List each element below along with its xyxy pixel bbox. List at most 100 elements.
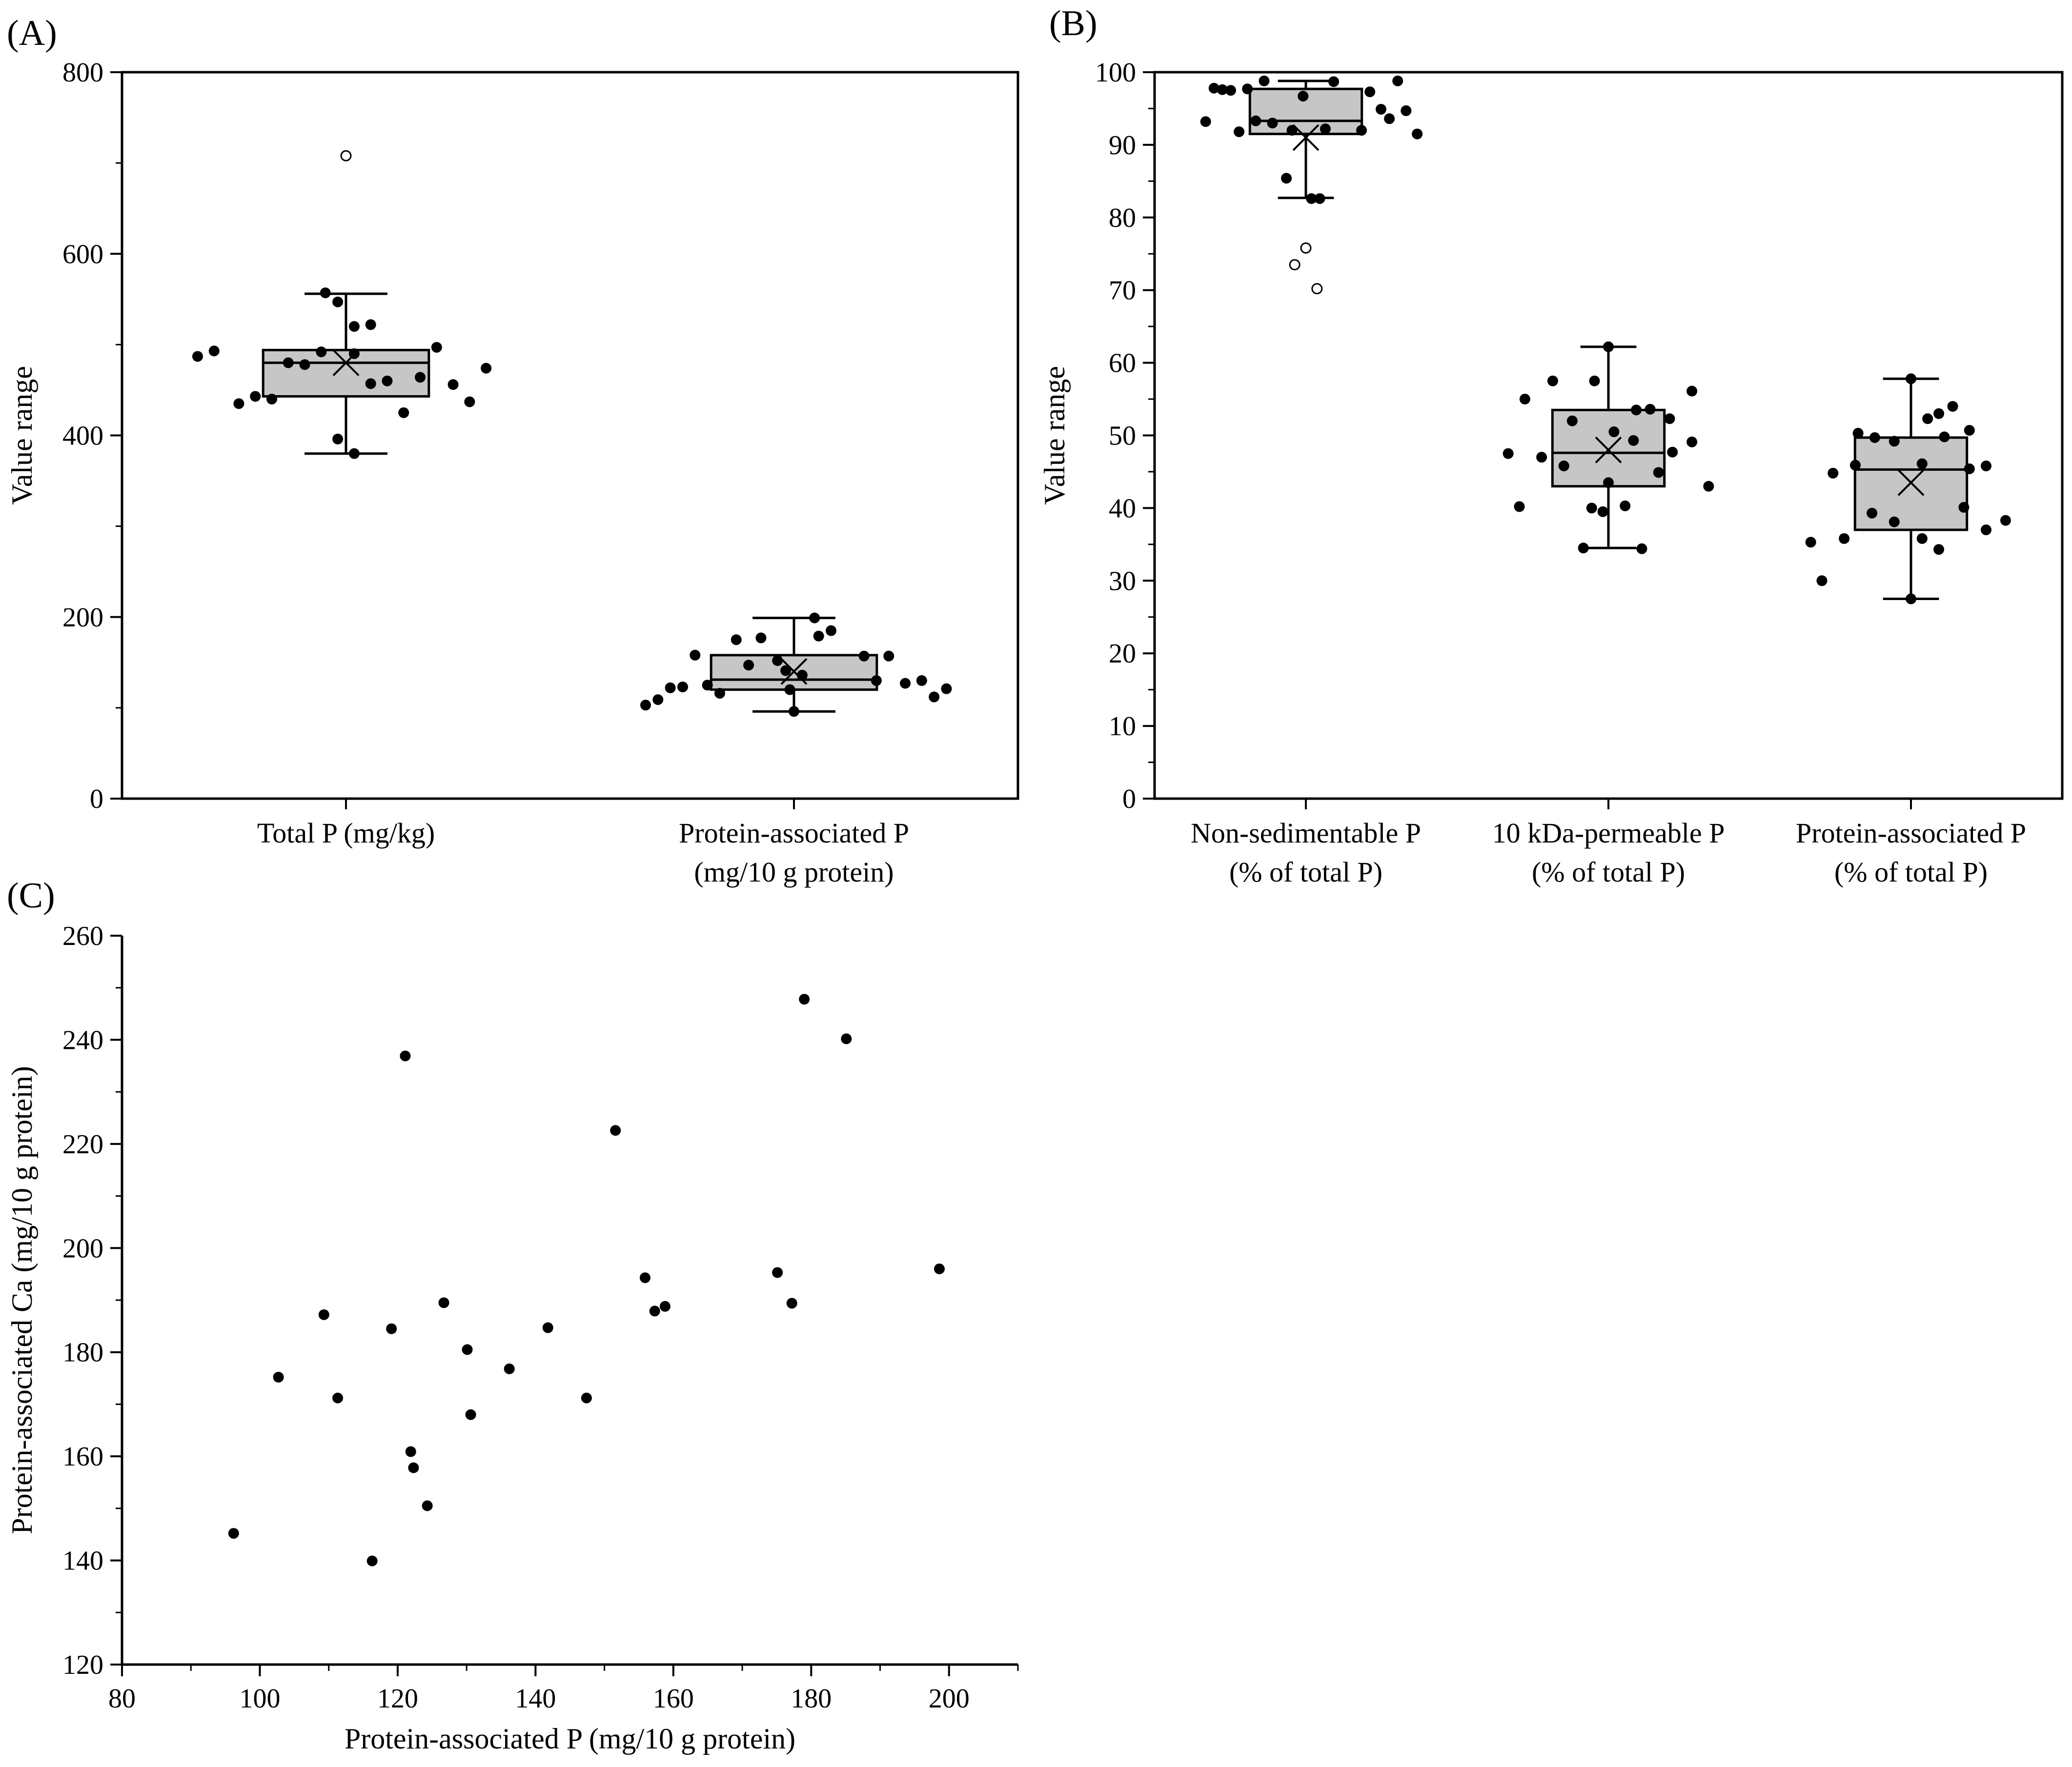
y-tick-label: 180 <box>62 1338 103 1368</box>
data-point <box>1558 461 1569 472</box>
x-category-label: 10 kDa-permeable P <box>1492 817 1725 849</box>
data-point <box>900 678 911 689</box>
data-point <box>283 357 294 368</box>
data-point <box>916 675 927 686</box>
data-point <box>784 684 795 695</box>
data-point <box>1384 113 1395 124</box>
data-point <box>1603 477 1614 488</box>
data-point <box>1356 125 1367 136</box>
data-point <box>858 650 870 662</box>
data-point <box>208 345 220 357</box>
data-point <box>464 396 475 407</box>
y-tick-label: 0 <box>1122 784 1136 814</box>
data-point <box>1939 431 1950 442</box>
y-tick-label: 20 <box>1109 639 1136 669</box>
outlier-point <box>1300 242 1312 254</box>
x-tick-label: 120 <box>377 1684 418 1714</box>
mean-marker <box>332 349 360 377</box>
data-point <box>941 683 952 694</box>
data-point <box>1503 448 1514 459</box>
mean-marker <box>1292 124 1320 151</box>
data-point <box>1259 75 1270 86</box>
data-point <box>1514 501 1525 512</box>
data-point <box>1412 128 1423 140</box>
y-tick-label: 800 <box>62 58 103 88</box>
scatter-point <box>934 1263 945 1274</box>
mean-marker <box>1595 436 1622 463</box>
data-point <box>1250 115 1261 126</box>
x-axis-title: Protein-associated P (mg/10 g protein) <box>345 1723 795 1755</box>
scatter-point <box>772 1267 783 1278</box>
data-point <box>1234 126 1245 138</box>
data-point <box>1217 84 1228 95</box>
box-group: Total P (mg/kg) <box>192 150 492 849</box>
data-point <box>1566 415 1578 426</box>
data-point <box>1314 193 1325 204</box>
x-category-label: (% of total P) <box>1229 856 1382 888</box>
data-point <box>1828 467 1839 479</box>
data-point <box>1664 413 1675 424</box>
scatter-point <box>462 1344 473 1355</box>
scatter-point <box>400 1050 411 1062</box>
box-group: Protein-associated P (% of total P) <box>1796 373 2026 888</box>
data-point <box>1869 432 1880 443</box>
panel-label: (A) <box>7 13 57 53</box>
panel-label: (B) <box>1049 3 1097 43</box>
data-point <box>690 649 701 661</box>
x-category-label: Total P (mg/kg) <box>257 817 435 849</box>
data-point <box>299 359 310 370</box>
scatter-point <box>318 1309 329 1320</box>
scatter-point <box>408 1462 419 1473</box>
data-point <box>1578 542 1589 554</box>
y-tick-label: 50 <box>1109 421 1136 451</box>
data-point <box>1298 91 1309 102</box>
scatter-point <box>273 1371 284 1383</box>
data-point <box>1805 537 1816 548</box>
scatter-point <box>438 1297 449 1308</box>
scatter-point <box>366 1555 378 1566</box>
data-point <box>826 625 837 636</box>
data-point <box>1916 458 1928 469</box>
panel-label: (C) <box>7 876 55 916</box>
data-point <box>755 632 767 643</box>
data-point <box>772 655 783 666</box>
outlier-point <box>1289 259 1300 271</box>
y-tick-label: 40 <box>1109 493 1136 523</box>
data-point <box>652 694 664 705</box>
data-point <box>731 634 742 645</box>
data-point <box>1200 116 1211 127</box>
scatter-point <box>386 1323 397 1334</box>
scatter-point <box>422 1500 433 1511</box>
data-point <box>702 680 713 691</box>
x-tick-label: 200 <box>929 1684 970 1714</box>
data-point <box>665 682 676 693</box>
data-point <box>348 321 360 332</box>
x-category-label: Non-sedimentable P <box>1191 817 1421 849</box>
data-point <box>431 341 442 353</box>
data-point <box>1933 408 1945 419</box>
chart-panel-c: (C) 120 140 160 180 200 220 240 260 80 100 120 140 16… <box>6 876 1019 1755</box>
y-tick-label: 30 <box>1109 566 1136 596</box>
data-point <box>1686 385 1698 397</box>
data-point <box>1636 543 1647 554</box>
data-point <box>1320 123 1331 135</box>
data-point <box>1589 375 1600 386</box>
data-point <box>415 372 426 383</box>
outlier-point <box>1311 283 1323 295</box>
data-point <box>447 379 459 390</box>
data-point <box>1686 436 1698 447</box>
data-point <box>1852 428 1864 439</box>
y-tick-label: 0 <box>90 784 103 814</box>
scatter-point <box>542 1322 553 1333</box>
data-point <box>1608 426 1620 438</box>
x-tick-label: 180 <box>791 1684 832 1714</box>
mean-marker <box>780 658 808 685</box>
y-axis-title: Value range <box>6 366 38 505</box>
data-point <box>1547 375 1558 386</box>
scatter-point <box>786 1298 797 1309</box>
data-point <box>1620 500 1631 511</box>
x-tick-label: 80 <box>108 1684 136 1714</box>
scatter-point <box>799 994 810 1005</box>
data-point <box>1653 467 1664 478</box>
